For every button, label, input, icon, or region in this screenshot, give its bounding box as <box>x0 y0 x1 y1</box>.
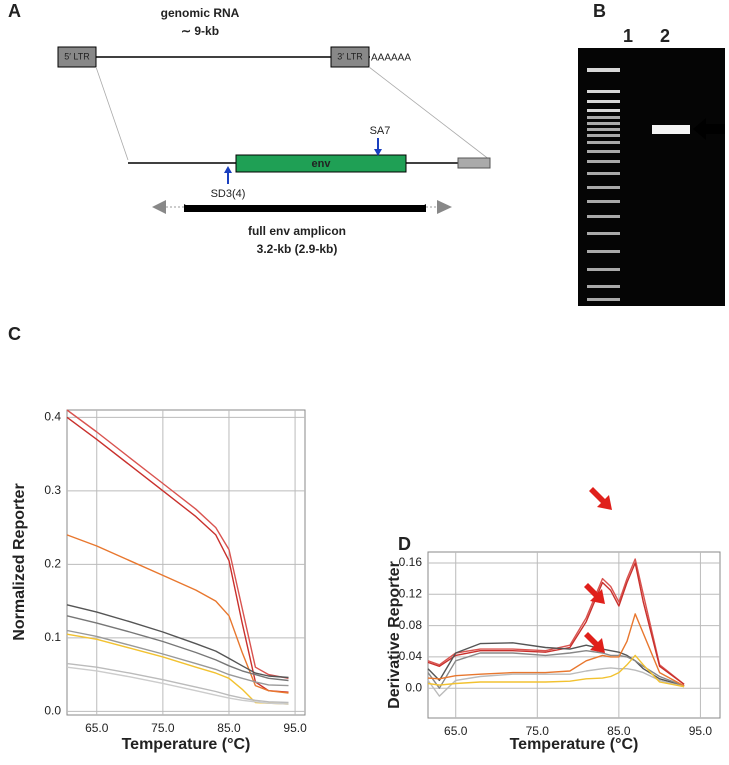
gel-band <box>652 125 690 134</box>
env-label: env <box>312 158 332 170</box>
plot-area <box>66 409 306 716</box>
ltr-label: 3′ LTR <box>337 51 363 61</box>
ladder-band <box>587 215 620 218</box>
ladder-band <box>587 186 620 189</box>
amplicon-bar <box>184 205 426 212</box>
y-axis-label: Normalized Reporter <box>11 483 28 640</box>
ladder-band <box>587 232 620 235</box>
series-line <box>66 615 289 682</box>
lane-label: 1 <box>623 26 633 46</box>
ladder-band <box>587 68 620 72</box>
ladder-band <box>587 268 620 271</box>
series-line <box>66 629 289 687</box>
env-box <box>235 154 407 173</box>
poly-a: AAAAAA <box>371 53 411 64</box>
genome-label: genomic RNA <box>161 6 240 20</box>
red-arrow <box>584 583 605 604</box>
ladder-band <box>587 116 620 119</box>
y-tick-label: 0.12 <box>399 586 423 600</box>
x-axis-label: Temperature (°C) <box>510 736 639 753</box>
amplicon-size: 3.2-kb (2.9-kb) <box>257 242 338 256</box>
panel-label: A <box>8 1 21 21</box>
series-line <box>427 562 685 685</box>
ladder-band <box>587 172 620 175</box>
amplicon-end <box>184 204 198 212</box>
ltr-box <box>57 46 97 68</box>
x-tick-label: 85.0 <box>217 721 241 735</box>
series-line <box>427 613 685 687</box>
y-axis-label: Derivative Reporter <box>386 561 403 709</box>
series-line <box>66 416 289 693</box>
y-tick-label: 0.1 <box>44 630 61 644</box>
ladder <box>587 68 620 301</box>
ladder-band <box>587 100 620 103</box>
series-line <box>66 534 289 694</box>
amplicon-end <box>412 204 426 212</box>
x-tick-label: 75.0 <box>526 724 550 738</box>
sa7-label: SA7 <box>370 125 391 137</box>
ladder-band <box>587 134 620 137</box>
y-tick-label: 0.3 <box>44 483 61 497</box>
splice-arrow <box>224 166 232 173</box>
gel-image <box>578 48 725 306</box>
x-axis-label: Temperature (°C) <box>122 736 251 753</box>
red-arrow <box>589 487 612 510</box>
y-tick-label: 0.04 <box>399 649 423 663</box>
ladder-band <box>587 160 620 163</box>
y-tick-label: 0.0 <box>405 680 422 694</box>
red-arrow <box>584 632 605 653</box>
x-tick-label: 95.0 <box>283 721 307 735</box>
y-tick-label: 0.4 <box>44 410 61 424</box>
y-tick-label: 0.08 <box>399 618 423 632</box>
ladder-band <box>587 150 620 153</box>
x-tick-label: 85.0 <box>607 724 631 738</box>
x-tick-label: 65.0 <box>444 724 468 738</box>
y-tick-label: 0.16 <box>399 555 423 569</box>
ladder-band <box>587 200 620 203</box>
panel-label: C <box>8 324 21 344</box>
series-line <box>66 409 289 679</box>
ladder-band <box>587 109 620 112</box>
ladder-band <box>587 250 620 253</box>
ltr-box <box>457 157 491 169</box>
splice-arrow <box>374 149 382 156</box>
panel-label: D <box>398 534 411 554</box>
ladder-band <box>587 128 620 131</box>
amplicon-label: full env amplicon <box>248 224 346 238</box>
ladder-band <box>587 122 620 125</box>
series-line <box>66 666 289 705</box>
zoom-line <box>95 66 129 161</box>
annotation-arrows <box>584 487 612 653</box>
zoom-line <box>368 66 491 161</box>
y-tick-label: 0.0 <box>44 703 61 717</box>
x-tick-label: 65.0 <box>85 721 109 735</box>
sd3-label: SD3(4) <box>211 188 246 200</box>
ltr-label: 5′ LTR <box>64 51 90 61</box>
x-tick-label: 75.0 <box>151 721 175 735</box>
genome-size: ∼ 9-kb <box>181 24 219 38</box>
series-line <box>427 654 685 688</box>
series-line <box>427 667 685 697</box>
panel-label: B <box>593 1 606 21</box>
y-tick-label: 0.2 <box>44 557 61 571</box>
plot-area <box>427 551 721 719</box>
ladder-band <box>587 298 620 301</box>
primer <box>152 200 166 214</box>
x-tick-label: 95.0 <box>689 724 713 738</box>
ladder-band <box>587 90 620 93</box>
band-arrow <box>693 118 725 140</box>
series-line <box>66 604 289 679</box>
primer <box>437 200 452 214</box>
lane-label: 2 <box>660 26 670 46</box>
ladder-band <box>587 285 620 288</box>
ltr-box <box>330 46 370 68</box>
ladder-band <box>587 141 620 144</box>
series-line <box>427 650 685 689</box>
series-line <box>66 662 289 704</box>
